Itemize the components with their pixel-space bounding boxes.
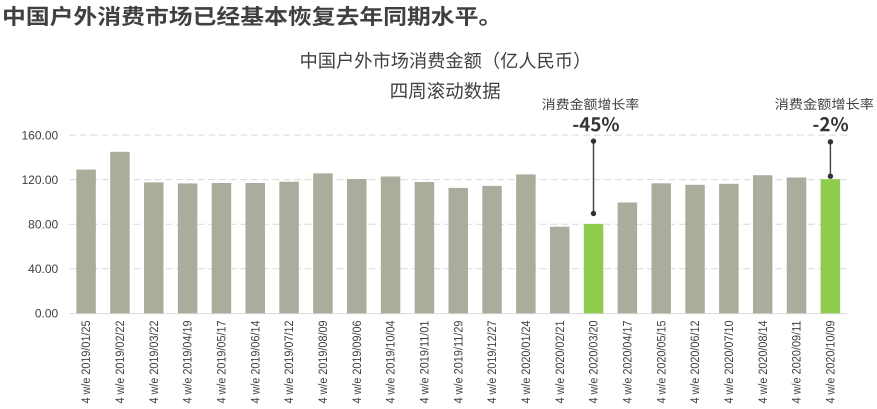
svg-text:0.00: 0.00 bbox=[35, 307, 59, 321]
svg-text:4 w/e 2020/08/14: 4 w/e 2020/08/14 bbox=[758, 320, 770, 404]
svg-text:4 w/e 2020/01/24: 4 w/e 2020/01/24 bbox=[521, 320, 533, 404]
svg-text:4 w/e 2020/07/10: 4 w/e 2020/07/10 bbox=[724, 321, 736, 404]
svg-text:4 w/e 2020/09/11: 4 w/e 2020/09/11 bbox=[792, 321, 804, 404]
svg-text:4 w/e 2019/07/12: 4 w/e 2019/07/12 bbox=[284, 321, 296, 404]
svg-text:4 w/e 2019/02/22: 4 w/e 2019/02/22 bbox=[115, 321, 127, 404]
svg-text:4 w/e 2019/04/19: 4 w/e 2019/04/19 bbox=[183, 321, 195, 404]
svg-text:4 w/e 2019/08/09: 4 w/e 2019/08/09 bbox=[318, 321, 330, 404]
svg-text:4 w/e 2020/05/15: 4 w/e 2020/05/15 bbox=[656, 321, 668, 404]
svg-text:4 w/e 2020/04/17: 4 w/e 2020/04/17 bbox=[622, 321, 634, 404]
svg-text:4 w/e 2019/01/25: 4 w/e 2019/01/25 bbox=[81, 321, 93, 404]
svg-text:4 w/e 2019/09/06: 4 w/e 2019/09/06 bbox=[352, 321, 364, 404]
svg-text:4 w/e 2020/02/21: 4 w/e 2020/02/21 bbox=[555, 321, 567, 404]
svg-text:80.00: 80.00 bbox=[28, 218, 58, 232]
svg-text:4 w/e 2019/05/17: 4 w/e 2019/05/17 bbox=[217, 321, 229, 404]
svg-text:4 w/e 2020/06/12: 4 w/e 2020/06/12 bbox=[690, 321, 702, 404]
svg-text:4 w/e 2019/03/22: 4 w/e 2019/03/22 bbox=[149, 321, 161, 404]
svg-text:120.00: 120.00 bbox=[21, 173, 58, 187]
svg-text:4 w/e 2019/11/29: 4 w/e 2019/11/29 bbox=[453, 321, 465, 404]
svg-text:4 w/e 2019/06/14: 4 w/e 2019/06/14 bbox=[250, 320, 262, 404]
svg-text:4 w/e 2019/10/04: 4 w/e 2019/10/04 bbox=[386, 320, 398, 404]
svg-text:4 w/e 2020/03/20: 4 w/e 2020/03/20 bbox=[589, 321, 601, 404]
svg-text:4 w/e 2020/10/09: 4 w/e 2020/10/09 bbox=[825, 321, 837, 404]
svg-text:4 w/e 2019/12/27: 4 w/e 2019/12/27 bbox=[487, 321, 499, 404]
svg-text:40.00: 40.00 bbox=[28, 262, 58, 276]
svg-text:4 w/e 2019/11/01: 4 w/e 2019/11/01 bbox=[420, 321, 432, 404]
svg-text:160.00: 160.00 bbox=[21, 129, 58, 143]
